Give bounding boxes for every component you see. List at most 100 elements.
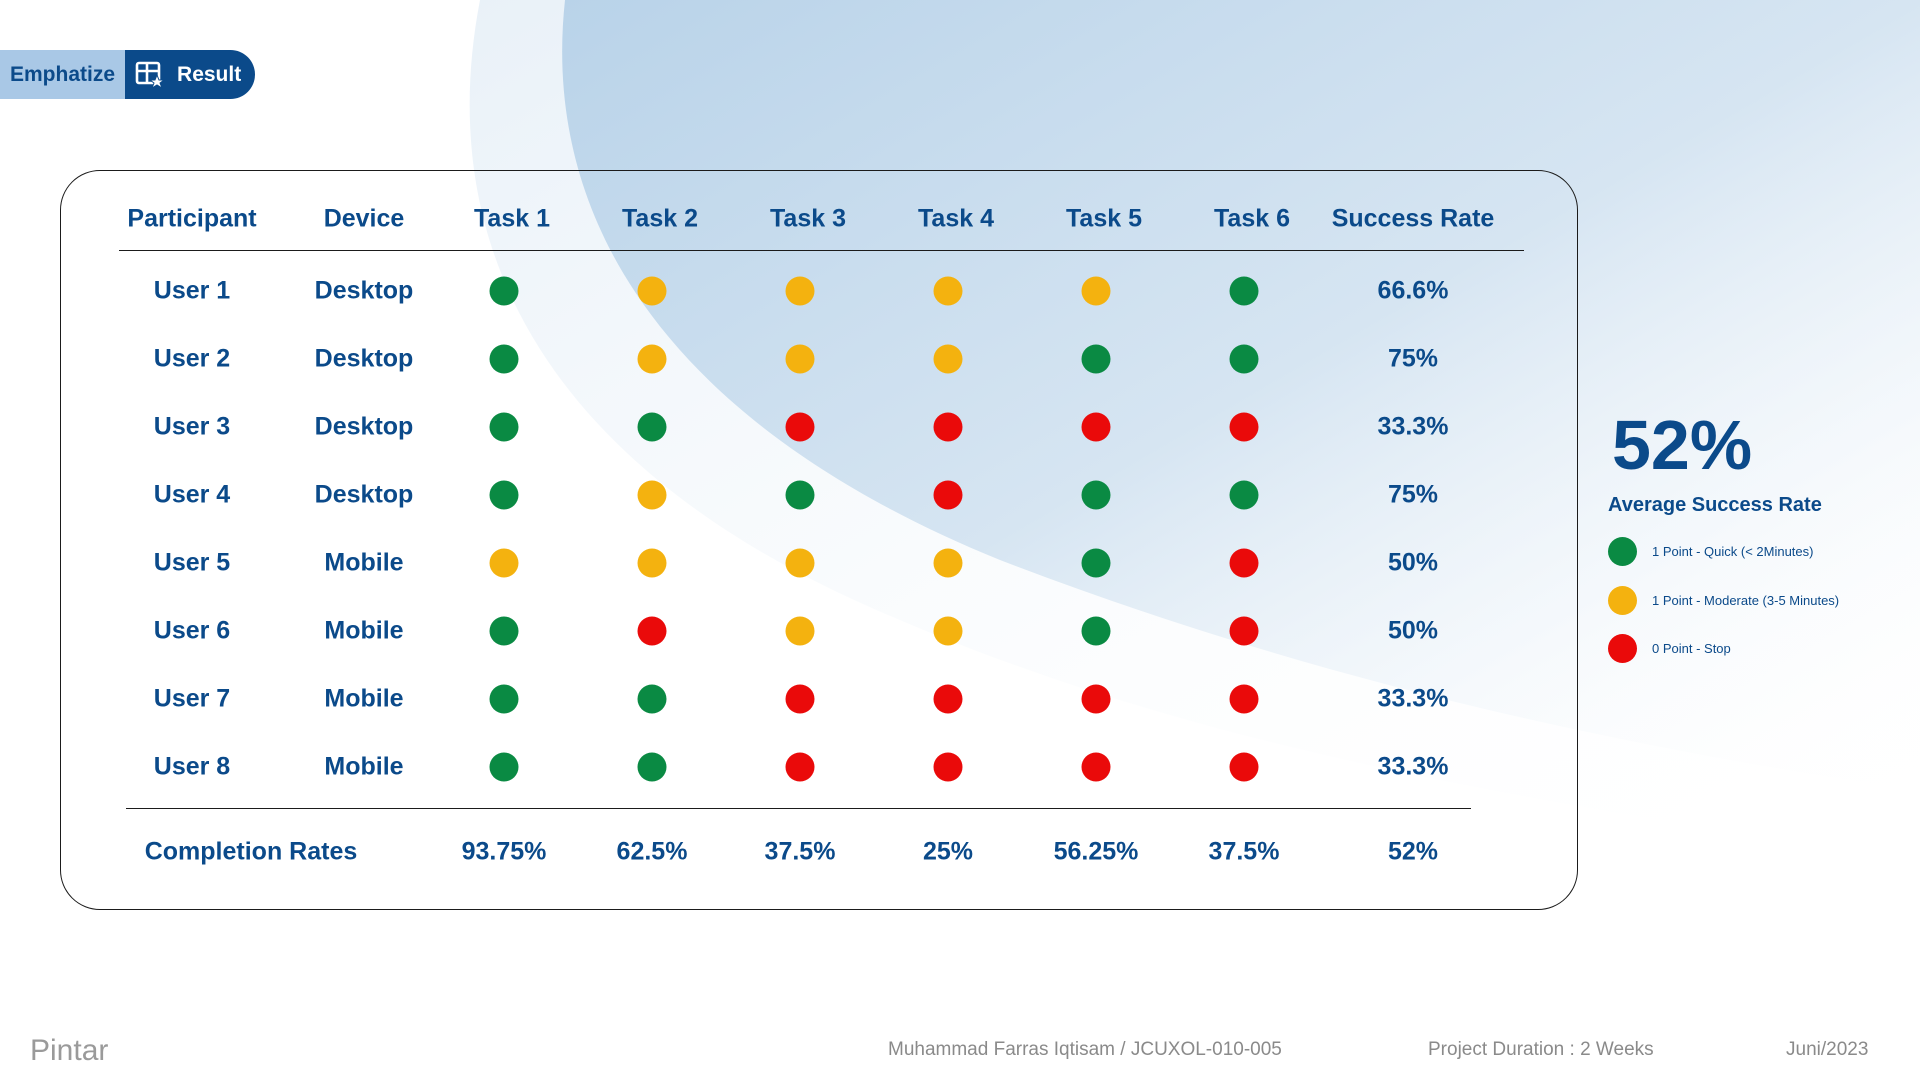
task-completion-rate: 62.5% [616, 837, 688, 866]
participant-cell: User 6 [153, 616, 231, 645]
participant-cell: User 5 [153, 548, 231, 577]
task-status-yellow-dot [637, 276, 667, 306]
task-completion-rate: 37.5% [1208, 837, 1280, 866]
task-status-red-dot [933, 412, 963, 442]
device-cell: Mobile [324, 684, 404, 713]
participant-cell: User 8 [153, 752, 231, 781]
task-completion-rate: 25% [922, 837, 974, 866]
task-status-yellow-dot [933, 344, 963, 374]
success-rate-cell: 33.3% [1377, 752, 1449, 781]
device-cell: Mobile [324, 616, 404, 645]
column-header: Task 2 [622, 204, 698, 233]
task-status-green-dot [1081, 616, 1111, 646]
task-status-green-dot [637, 752, 667, 782]
task-status-green-dot [1081, 480, 1111, 510]
task-status-red-dot [785, 752, 815, 782]
task-status-green-dot [489, 684, 519, 714]
header-divider [119, 250, 1524, 251]
task-status-green-dot [785, 480, 815, 510]
task-status-red-dot [1229, 616, 1259, 646]
task-completion-rate: 56.25% [1053, 837, 1139, 866]
column-header: Task 5 [1066, 204, 1142, 233]
task-status-red-dot [785, 412, 815, 442]
task-completion-rate: 93.75% [461, 837, 547, 866]
task-status-yellow-dot [785, 616, 815, 646]
task-status-red-dot [1229, 684, 1259, 714]
column-header: Task 1 [474, 204, 550, 233]
task-status-yellow-dot [933, 276, 963, 306]
footer-duration: Project Duration : 2 Weeks [1428, 1039, 1654, 1060]
breadcrumb-emphatize-label: Emphatize [10, 62, 116, 86]
task-status-red-dot [637, 616, 667, 646]
task-status-green-dot [489, 752, 519, 782]
overall-completion-rate: 52% [1387, 837, 1439, 866]
task-status-red-dot [933, 752, 963, 782]
average-success-rate-value: 52% [1612, 406, 1753, 484]
task-status-yellow-dot [785, 548, 815, 578]
task-status-green-dot [489, 412, 519, 442]
task-status-green-dot [637, 412, 667, 442]
task-status-red-dot [1229, 412, 1259, 442]
task-status-green-dot [489, 344, 519, 374]
device-cell: Desktop [314, 344, 414, 373]
task-status-green-dot [1229, 276, 1259, 306]
task-status-yellow-dot [489, 548, 519, 578]
task-status-green-dot [1081, 344, 1111, 374]
success-rate-cell: 66.6% [1377, 276, 1449, 305]
task-completion-rate: 37.5% [764, 837, 836, 866]
device-cell: Mobile [324, 548, 404, 577]
footer-date: Juni/2023 [1786, 1039, 1869, 1060]
legend-item-red: 0 Point - Stop [1608, 634, 1731, 663]
legend-item-green: 1 Point - Quick (< 2Minutes) [1608, 537, 1813, 566]
results-table-card: Participant Device Task 1 Task 2 Task 3 Task … [60, 170, 1578, 910]
participant-cell: User 3 [153, 412, 231, 441]
column-header: Task 6 [1214, 204, 1290, 233]
column-header: Task 3 [770, 204, 846, 233]
device-cell: Desktop [314, 480, 414, 509]
breadcrumb-result-label: Result [177, 62, 242, 86]
column-header: Participant [127, 204, 257, 233]
legend-dot-green [1608, 537, 1637, 566]
column-header: Device [323, 204, 405, 233]
column-header: Success Rate [1331, 204, 1495, 233]
task-status-red-dot [785, 684, 815, 714]
completion-rates-label: Completion Rates [144, 837, 358, 866]
table-star-icon [135, 61, 166, 89]
task-status-yellow-dot [637, 480, 667, 510]
legend-dot-yellow [1608, 586, 1637, 615]
success-rate-cell: 50% [1387, 548, 1439, 577]
task-status-red-dot [1081, 684, 1111, 714]
task-status-green-dot [637, 684, 667, 714]
participant-cell: User 7 [153, 684, 231, 713]
breadcrumb-emphatize[interactable]: Emphatize [0, 50, 126, 99]
task-status-green-dot [1229, 480, 1259, 510]
task-status-yellow-dot [1081, 276, 1111, 306]
task-status-green-dot [489, 616, 519, 646]
participant-cell: User 2 [153, 344, 231, 373]
participant-cell: User 4 [153, 480, 231, 509]
participant-cell: User 1 [153, 276, 231, 305]
task-status-yellow-dot [637, 344, 667, 374]
task-status-red-dot [1081, 412, 1111, 442]
device-cell: Mobile [324, 752, 404, 781]
legend-item-yellow: 1 Point - Moderate (3-5 Minutes) [1608, 586, 1839, 615]
legend-text: 0 Point - Stop [1652, 641, 1731, 656]
footer-divider [126, 808, 1471, 809]
task-status-yellow-dot [785, 344, 815, 374]
task-status-red-dot [1229, 548, 1259, 578]
legend-text: 1 Point - Moderate (3-5 Minutes) [1652, 593, 1840, 608]
task-status-green-dot [489, 480, 519, 510]
column-header: Task 4 [918, 204, 994, 233]
legend-text: 1 Point - Quick (< 2Minutes) [1652, 544, 1814, 559]
success-rate-cell: 33.3% [1377, 684, 1449, 713]
success-rate-cell: 50% [1387, 616, 1439, 645]
task-status-red-dot [1229, 752, 1259, 782]
task-status-yellow-dot [933, 548, 963, 578]
task-status-green-dot [1081, 548, 1111, 578]
task-status-yellow-dot [785, 276, 815, 306]
breadcrumb-result[interactable]: Result [125, 50, 256, 99]
task-status-yellow-dot [933, 616, 963, 646]
task-status-green-dot [489, 276, 519, 306]
logo-text: Pintar [30, 1034, 108, 1067]
